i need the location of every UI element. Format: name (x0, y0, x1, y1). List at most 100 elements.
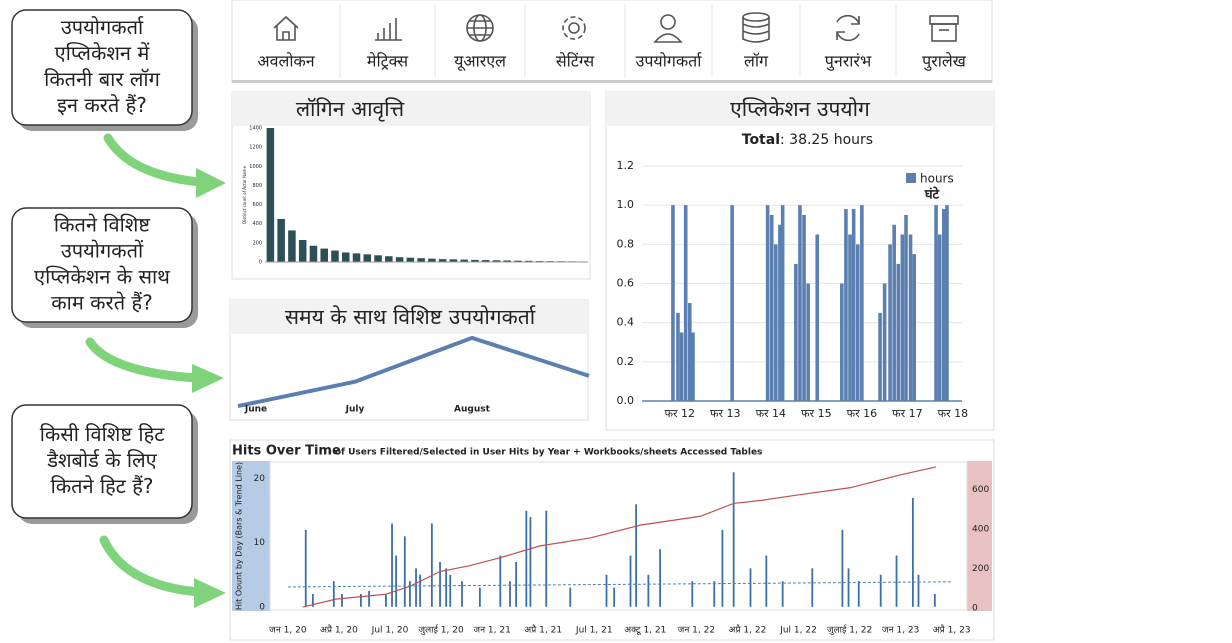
annotation: घंटे (924, 187, 940, 203)
x-tick-label: फर 14 (756, 407, 786, 420)
bar (374, 255, 382, 262)
bar (503, 260, 512, 262)
callout-text: इन करते हैं? (57, 93, 147, 117)
bar (406, 257, 415, 262)
subtitle-label: Total (742, 132, 780, 148)
chart-title: Hits Over Time (232, 444, 341, 459)
legend-label: hours (920, 172, 954, 186)
callout-text: कितने विशिष्ट (54, 213, 150, 237)
bar (895, 555, 898, 607)
bar (445, 568, 448, 607)
x-tick-label: जुलाई 1, 22 (827, 624, 872, 636)
bar (385, 256, 393, 262)
bar (320, 248, 328, 262)
bar (438, 259, 447, 262)
arrow-head (192, 364, 224, 393)
bar (882, 283, 887, 401)
x-tick-label: August (454, 405, 491, 415)
bar (395, 257, 404, 262)
arrow (99, 535, 203, 597)
nav-item[interactable]: अवलोकन (257, 52, 315, 71)
bar (879, 574, 882, 607)
x-tick-label: Jul 1, 21 (575, 626, 613, 636)
bar (781, 581, 784, 607)
bar (428, 258, 436, 262)
bar (683, 205, 688, 401)
bar (471, 259, 479, 262)
bar (857, 581, 860, 607)
x-tick-label: अप्रै 1, 20 (320, 624, 358, 636)
bar (811, 568, 814, 607)
bar (687, 303, 692, 401)
callout (11, 9, 193, 126)
bar (774, 244, 778, 401)
bar (461, 581, 463, 607)
bar (671, 205, 675, 401)
bar (409, 581, 411, 607)
nav-item[interactable]: लॉग (744, 52, 769, 71)
bar (679, 332, 684, 401)
x-tick-label: जन 1, 21 (473, 626, 510, 636)
nav-item[interactable]: सेटिंग्स (556, 52, 596, 71)
x-tick-label: अप्रै 1, 21 (524, 624, 562, 636)
y-tick-label: 0.6 (617, 277, 635, 290)
y-tick-label: 1.0 (617, 198, 635, 211)
bar (749, 568, 752, 607)
arrow-head (196, 168, 226, 198)
nav-item[interactable]: यूआरएल (454, 52, 507, 72)
nav-item[interactable]: मेट्रिक्स (367, 52, 409, 71)
axis-band-left (232, 461, 270, 611)
chart-title: लॉगिन आवृत्ति (296, 97, 405, 122)
nav-bar (231, 0, 993, 83)
nav-item[interactable]: उपयोगकर्ता (636, 52, 703, 71)
bar (855, 244, 860, 401)
icon-gear (562, 16, 586, 40)
x-tick-label: Jul 1, 20 (371, 626, 409, 636)
bar (430, 523, 433, 607)
callout-text: एप्लिकेशन के साथ (34, 265, 171, 289)
bar (403, 536, 406, 607)
icon-home (273, 15, 299, 41)
bar (933, 593, 936, 607)
callout (11, 207, 193, 323)
y2-tick-label: 0 (972, 604, 978, 614)
x-tick-label: फर 16 (847, 407, 877, 420)
x-tick-label: June (244, 405, 267, 415)
bar (847, 568, 850, 607)
bar (545, 510, 548, 607)
nav-shadow (232, 80, 992, 83)
x-tick-label: अप्रै 1, 23 (933, 624, 971, 636)
y-tick-label: 1000 (249, 164, 262, 170)
bar (691, 581, 694, 607)
legend-swatch (906, 173, 916, 183)
nav-item[interactable]: पुनरारंभ (825, 52, 872, 72)
bar (713, 581, 716, 607)
icon-globe (466, 14, 494, 42)
bar (525, 260, 533, 262)
bar (509, 581, 511, 607)
x-tick-label: फर 18 (938, 407, 968, 420)
bar (529, 517, 532, 607)
x-tick-label: फर 17 (892, 407, 922, 420)
icon-archive (929, 15, 959, 42)
bar (417, 258, 425, 262)
bar (449, 574, 452, 607)
chart-title: एप्लिकेशन उपयोग (730, 97, 871, 121)
panel-hits (229, 439, 995, 641)
x-tick-label: फर 15 (801, 407, 831, 420)
nav-item[interactable]: पुरालेख (922, 52, 967, 72)
subtitle: : 38.25 hours (780, 132, 873, 148)
bar (676, 312, 680, 401)
y-tick-label: 1.2 (617, 159, 635, 172)
plot-frame (269, 461, 968, 611)
x-tick-label: अक्टू 1, 21 (624, 626, 666, 636)
bar (840, 283, 844, 401)
y-tick-label: 0.4 (617, 316, 635, 329)
arrow (85, 337, 201, 383)
bar (945, 205, 949, 401)
y2-tick-label: 200 (972, 564, 989, 574)
bar (934, 205, 938, 401)
bar (439, 561, 441, 607)
y-tick-label: 400 (252, 221, 262, 227)
x-tick-label: July (345, 405, 365, 415)
